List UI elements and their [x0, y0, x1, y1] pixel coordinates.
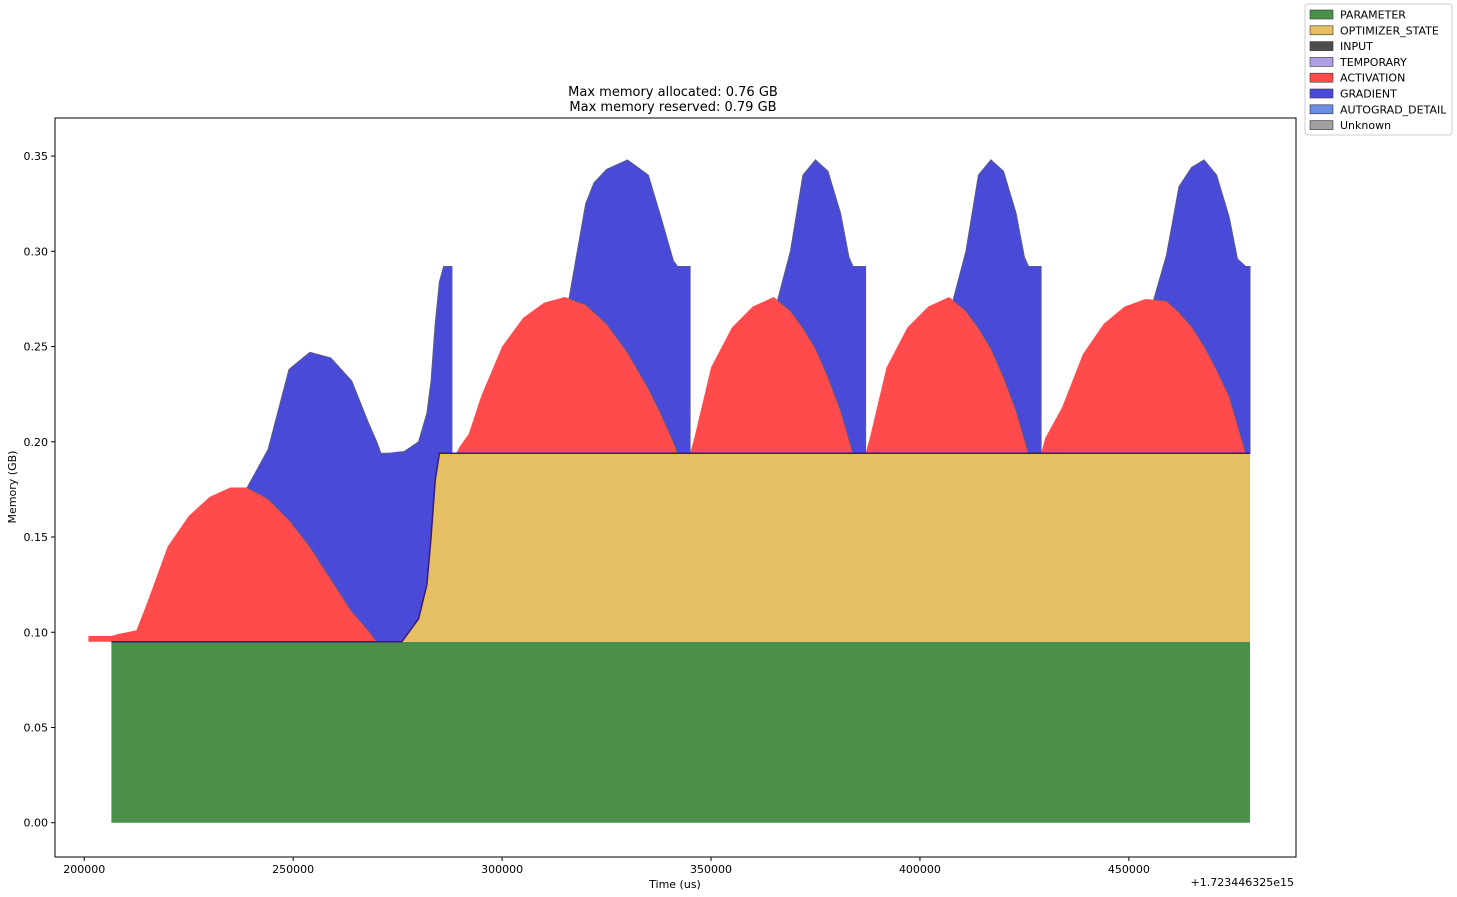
x-tick-label: 350000	[690, 863, 732, 876]
legend-label-parameter: PARAMETER	[1340, 9, 1406, 22]
y-tick-label: 0.10	[24, 626, 49, 639]
x-tick-label: 300000	[481, 863, 523, 876]
x-tick-label: 450000	[1108, 863, 1150, 876]
legend-items: PARAMETER OPTIMIZER_STATE INPUT TEMPORARY AC…	[1309, 9, 1447, 132]
area-outlines	[111, 452, 1251, 643]
gradient-segment-4	[1153, 159, 1251, 454]
optimizer-top-outline	[111, 452, 1251, 643]
legend-label-input: INPUT	[1340, 40, 1373, 53]
area-optimizer-state	[111, 453, 1251, 642]
legend-swatch-activation	[1309, 72, 1334, 83]
legend-swatch-autograd-detail	[1309, 104, 1334, 115]
x-axis-offset-label: +1.723446325e15	[1191, 876, 1294, 889]
y-axis-ticks: 0.00 0.05 0.10 0.15 0.20 0.25 0.30 0.35	[24, 150, 55, 830]
axes-frame	[54, 117, 1297, 858]
y-axis-label: Memory (GB)	[6, 451, 19, 524]
y-tick-label: 0.15	[24, 531, 49, 544]
legend: PARAMETER OPTIMIZER_STATE INPUT TEMPORARY AC…	[1304, 3, 1453, 136]
x-axis-label: Time (us)	[648, 878, 701, 891]
y-tick-label: 0.05	[24, 721, 49, 734]
x-tick-label: 200000	[63, 863, 105, 876]
area-parameter	[111, 641, 1251, 823]
activation-bump-0	[88, 487, 381, 642]
chart-title-line-2: Max memory reserved: 0.79 GB	[569, 100, 776, 115]
legend-swatch-parameter	[1309, 9, 1334, 20]
legend-swatch-temporary	[1309, 57, 1334, 67]
x-tick-label: 250000	[272, 863, 314, 876]
y-tick-label: 0.25	[24, 341, 49, 354]
y-tick-label: 0.30	[24, 245, 49, 258]
x-axis-ticks: 200000 250000 300000 350000 400000 450000	[63, 857, 1150, 876]
legend-swatch-optimizer-state	[1309, 25, 1334, 36]
gradient-segment-0	[246, 266, 453, 643]
legend-swatch-unknown	[1309, 120, 1334, 130]
legend-box	[1304, 3, 1453, 136]
legend-label-autograd-detail: AUTOGRAD_DETAIL	[1340, 103, 1447, 116]
legend-label-optimizer-state: OPTIMIZER_STATE	[1340, 24, 1439, 37]
y-tick-label: 0.35	[24, 150, 49, 163]
area-activation	[111, 297, 1251, 642]
x-tick-label: 400000	[899, 863, 941, 876]
chart-title-line-1: Max memory allocated: 0.76 GB	[568, 85, 778, 100]
y-tick-label: 0.00	[24, 817, 49, 830]
y-tick-label: 0.20	[24, 436, 49, 449]
plot-area	[54, 117, 1297, 858]
legend-swatch-gradient	[1309, 88, 1334, 99]
stacked-areas	[88, 159, 1251, 823]
legend-label-gradient: GRADIENT	[1340, 88, 1397, 101]
legend-label-temporary: TEMPORARY	[1339, 56, 1407, 69]
legend-label-activation: ACTIVATION	[1340, 72, 1405, 85]
legend-label-unknown: Unknown	[1340, 119, 1391, 132]
legend-swatch-input	[1309, 41, 1334, 51]
